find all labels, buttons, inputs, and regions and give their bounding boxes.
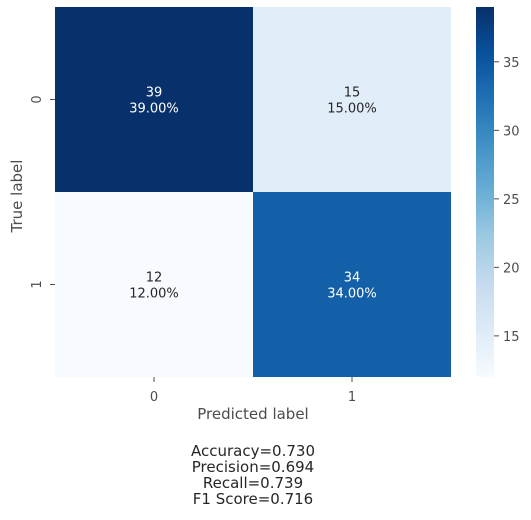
metric-line: Accuracy=0.730 [191,442,315,460]
y-tick-label: 0 [30,95,45,103]
cell-percent-label: 34.00% [327,287,377,302]
colorbar-tick-label: 30 [503,124,520,139]
cell-count-label: 12 [146,271,163,286]
metrics-block: Accuracy=0.730Precision=0.694Recall=0.73… [191,442,315,508]
cell-count-label: 15 [344,86,361,101]
colorbar-tick-label: 20 [503,261,520,276]
heatmap-cell [253,192,451,377]
y-tick-label: 1 [30,280,45,288]
metric-line: F1 Score=0.716 [193,490,313,508]
heatmap-cell [253,7,451,192]
x-tick-label: 1 [348,390,356,405]
cell-percent-label: 15.00% [327,102,377,117]
cell-percent-label: 39.00% [129,102,179,117]
colorbar-tick-label: 35 [503,56,520,71]
colorbar [476,7,494,377]
x-tick-label: 0 [150,390,158,405]
heatmap-cell [55,192,253,377]
metric-line: Precision=0.694 [192,458,314,476]
cell-count-label: 39 [146,86,163,101]
x-axis-label: Predicted label [197,405,308,423]
metric-line: Recall=0.739 [203,474,303,492]
heatmap-cells [55,7,451,377]
y-axis-label: True label [8,160,26,234]
colorbar-ticks: 15 20 25 30 35 [494,56,520,345]
heatmap-cell [55,7,253,192]
cell-count-label: 34 [344,271,361,286]
y-axis-ticks: 01 [30,95,55,289]
colorbar-tick-label: 15 [503,330,520,345]
colorbar-tick-label: 25 [503,193,520,208]
cell-percent-label: 12.00% [129,287,179,302]
